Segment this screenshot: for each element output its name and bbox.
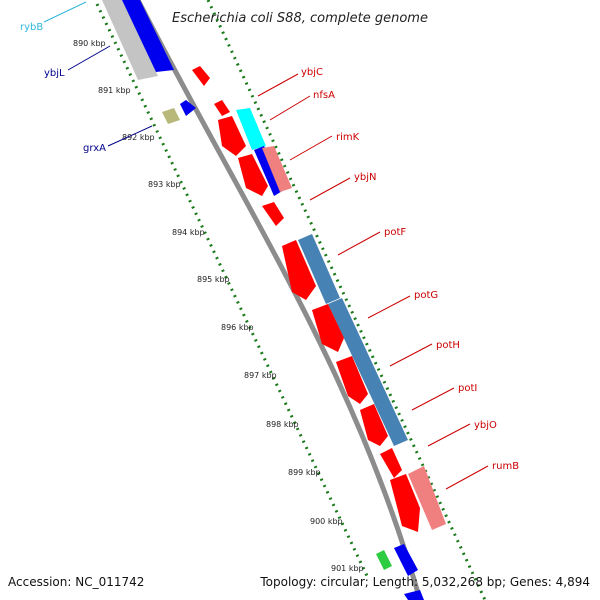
label-ybjC: ybjC [301, 67, 323, 78]
tick-900: 900 kbp [310, 517, 343, 526]
feature-ybjN-gene [262, 202, 284, 226]
label-rumB: rumB [492, 461, 519, 472]
feature-rimK-pink [262, 146, 292, 192]
leader-rumB [445, 465, 489, 490]
feature-rumB-gene [390, 474, 420, 532]
leader-nfsA [269, 95, 311, 121]
tick-899: 899 kbp [288, 468, 321, 477]
left-gene-labels: rybB ybjL grxA [20, 1, 153, 154]
feature-nfsA-body [218, 116, 246, 156]
leader-ybjL [67, 45, 111, 71]
label-ybjO: ybjO [474, 420, 497, 431]
feature-rimK-blue [254, 146, 284, 196]
label-grxA: grxA [83, 143, 106, 154]
kbp-tick-labels: 890 kbp 891 kbp 892 kbp 893 kbp 894 kbp … [73, 39, 364, 573]
tick-891: 891 kbp [98, 86, 131, 95]
right-gene-labels: ybjC nfsA rimK ybjN potF potG potH potI … [257, 67, 519, 490]
gc-track-right [206, 0, 487, 600]
right-strand-features [192, 66, 446, 532]
left-strand-features [102, 0, 424, 600]
leader-rimK [289, 135, 333, 161]
tick-901: 901 kbp [331, 564, 364, 573]
feature-rimK-gene [238, 154, 268, 196]
leader-ybjC [257, 73, 299, 97]
feature-blue-bottom [404, 590, 424, 600]
feature-potH-gene [336, 356, 368, 404]
leader-ybjO [427, 423, 471, 447]
tick-894: 894 kbp [172, 228, 205, 237]
tick-898: 898 kbp [266, 420, 299, 429]
feature-blue-lower [394, 544, 418, 576]
topology-text: Topology: circular; Length: 5,032,268 bp… [259, 575, 590, 589]
label-potF: potF [384, 227, 406, 238]
label-ybjN: ybjN [354, 172, 377, 183]
leader-potG [367, 295, 411, 319]
leader-potF [337, 231, 381, 256]
feature-potGHI-track [328, 298, 408, 446]
tick-896: 896 kbp [221, 323, 254, 332]
feature-green-gene [376, 550, 392, 570]
tick-890: 890 kbp [73, 39, 106, 48]
leader-grxA [107, 125, 153, 147]
leader-rybB [43, 1, 87, 23]
feature-potF-gene [282, 240, 316, 300]
label-rybB: rybB [20, 22, 43, 33]
label-ybjL: ybjL [44, 68, 65, 79]
leader-potH [389, 343, 433, 367]
feature-potF-track [298, 234, 340, 304]
feature-nfsA-gene [214, 100, 230, 116]
tick-892: 892 kbp [122, 133, 155, 142]
label-potH: potH [436, 340, 460, 351]
feature-grxA-gene [162, 108, 180, 124]
tick-895: 895 kbp [197, 275, 230, 284]
accession-text: Accession: NC_011742 [8, 575, 144, 589]
map-title: Escherichia coli S88, complete genome [172, 11, 428, 26]
leader-ybjN [309, 177, 351, 201]
gc-track-left [95, 3, 370, 579]
feature-ybjC-gene [192, 66, 210, 86]
label-potG: potG [414, 290, 438, 301]
feature-potG-gene [312, 304, 344, 352]
feature-potI-gene [360, 404, 388, 446]
label-nfsA: nfsA [313, 90, 335, 101]
feature-rumB-pink [408, 466, 446, 530]
feature-grey-gene [102, 0, 158, 80]
label-potI: potI [458, 383, 477, 394]
feature-ybjO-gene [380, 448, 402, 478]
tick-893: 893 kbp [148, 180, 181, 189]
leader-potI [411, 387, 455, 411]
label-rimK: rimK [336, 132, 360, 143]
feature-cyan-gene [236, 108, 266, 150]
feature-ybjL-gene [122, 0, 174, 72]
feature-blue-small [180, 100, 196, 116]
genome-backbone [135, 0, 423, 600]
tick-897: 897 kbp [244, 371, 277, 380]
